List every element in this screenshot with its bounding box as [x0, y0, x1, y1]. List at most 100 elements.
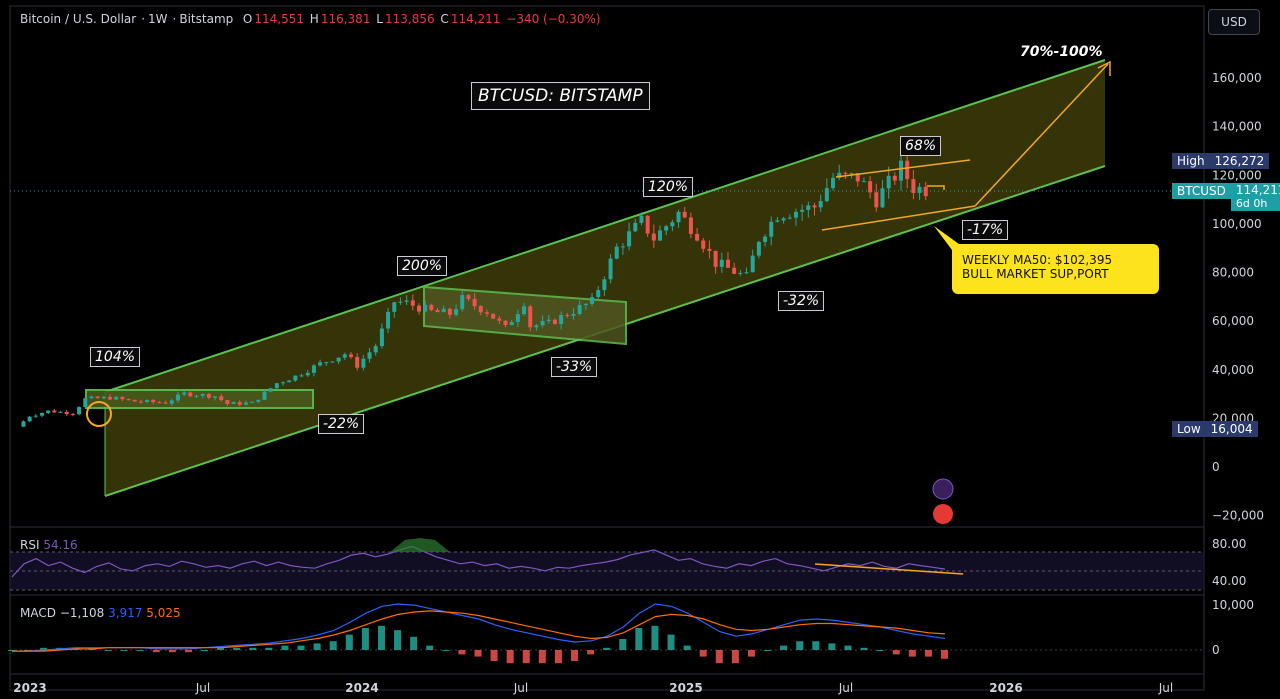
y-tick-label: 100,000 — [1212, 217, 1262, 231]
candle-body — [435, 309, 440, 313]
macd-histogram-bar — [635, 628, 643, 650]
candle-body — [713, 250, 718, 267]
candle-body — [305, 372, 310, 376]
candle-body — [367, 352, 372, 359]
channel-upper-line — [104, 59, 1106, 393]
candle-body — [719, 259, 724, 267]
candle-body — [83, 398, 88, 408]
candle-body — [21, 421, 26, 427]
annotation-minus33: -33% — [551, 357, 598, 377]
candle-body — [565, 315, 570, 317]
x-tick-label: 2024 — [345, 681, 378, 695]
candle-body — [169, 400, 174, 404]
annotation-68: 68% — [900, 136, 942, 156]
candle-body — [905, 160, 910, 180]
candle-body — [262, 391, 267, 400]
candle-body — [509, 321, 514, 326]
x-tick-label: 2025 — [669, 681, 702, 695]
candle-body — [725, 259, 730, 268]
note-line-1: WEEKLY MA50: $102,395 — [962, 253, 1113, 267]
annotation-target: 70%-100% — [1020, 44, 1103, 60]
candle-body — [293, 375, 298, 381]
close-label: C — [440, 12, 449, 26]
candle-body — [695, 233, 700, 241]
candle-body — [503, 320, 508, 326]
y-tick-label: 60,000 — [1212, 314, 1254, 328]
y-tick-label: 160,000 — [1212, 71, 1262, 85]
candle-body — [311, 365, 316, 373]
candle-body — [892, 175, 897, 181]
macd-histogram-bar — [40, 647, 48, 650]
candle-body — [410, 300, 415, 306]
candle-body — [651, 233, 656, 241]
candle-body — [658, 230, 663, 241]
candle-body — [682, 211, 687, 218]
macd-signal-line — [12, 610, 946, 652]
macd-histogram-bar — [554, 650, 562, 664]
macd-histogram-bar — [796, 641, 804, 650]
candle-body — [58, 411, 63, 413]
candle-body — [324, 362, 329, 364]
candle-body — [281, 382, 286, 384]
macd-histogram-bar — [490, 650, 498, 661]
macd-histogram-bar — [715, 650, 723, 664]
macd-histogram-bar — [603, 647, 611, 650]
y-tick-label: 140,000 — [1212, 120, 1262, 134]
projection-arrow-head — [1097, 60, 1111, 76]
high-label: H — [309, 12, 319, 26]
macd-histogram-bar — [522, 650, 530, 664]
bar-countdown: 6d 0h — [1235, 197, 1268, 210]
candle-body — [620, 246, 625, 248]
x-tick-label: 2026 — [989, 681, 1022, 695]
candle-body — [64, 411, 69, 415]
macd-histogram-bar — [506, 650, 514, 664]
candle-body — [107, 396, 112, 400]
close-value: 114,211 — [450, 12, 501, 26]
candle-body — [750, 255, 755, 273]
x-tick-label: Jul — [195, 681, 210, 695]
macd-histogram-bar — [8, 650, 15, 651]
candle-body — [793, 211, 798, 218]
event-icon-ideas — [932, 478, 954, 500]
y-tick-label: −20,000 — [1212, 509, 1264, 523]
candle-body — [299, 375, 304, 377]
interval[interactable]: 1W — [148, 12, 168, 26]
chart-header: Bitcoin / U.S. Dollar · 1W · Bitstamp O 114,5… — [20, 12, 601, 26]
candle-body — [664, 226, 669, 231]
candle-body — [256, 399, 261, 402]
macd-histogram-bar — [764, 650, 772, 651]
macd-histogram-bar — [619, 639, 627, 650]
macd-histogram-bar — [410, 636, 418, 650]
macd-histogram-bar — [168, 650, 176, 653]
macd-histogram-bar — [941, 650, 948, 659]
candle-body — [70, 414, 75, 416]
candle-body — [349, 354, 354, 358]
macd-histogram-bar — [587, 650, 595, 655]
low-label-value: 16,004 — [1205, 421, 1258, 437]
rsi-overbought-fill — [390, 538, 450, 552]
candle-body — [175, 394, 180, 401]
currency-button[interactable]: USD — [1208, 9, 1260, 35]
macd-histogram-bar — [217, 647, 225, 650]
macd-line — [12, 603, 946, 652]
macd-histogram-bar — [667, 634, 675, 650]
candle-body — [756, 241, 761, 256]
candle-body — [231, 402, 236, 404]
candle-body — [633, 222, 638, 232]
x-tick-label: Jul — [838, 681, 853, 695]
candle-body — [491, 313, 496, 319]
exchange: Bitstamp — [179, 12, 234, 26]
low-value: 113,856 — [384, 12, 435, 26]
candle-body — [188, 392, 193, 397]
rsi-value: 54.16 — [43, 538, 78, 552]
macd-histogram-bar — [152, 650, 160, 653]
candle-body — [868, 181, 873, 193]
annotation-104: 104% — [90, 347, 141, 367]
candle-body — [454, 309, 459, 315]
candle-body — [855, 173, 860, 182]
rsi-line — [11, 545, 946, 578]
candle-body — [497, 318, 502, 321]
macd-histogram-bar — [249, 647, 257, 650]
candle-body — [732, 267, 737, 274]
